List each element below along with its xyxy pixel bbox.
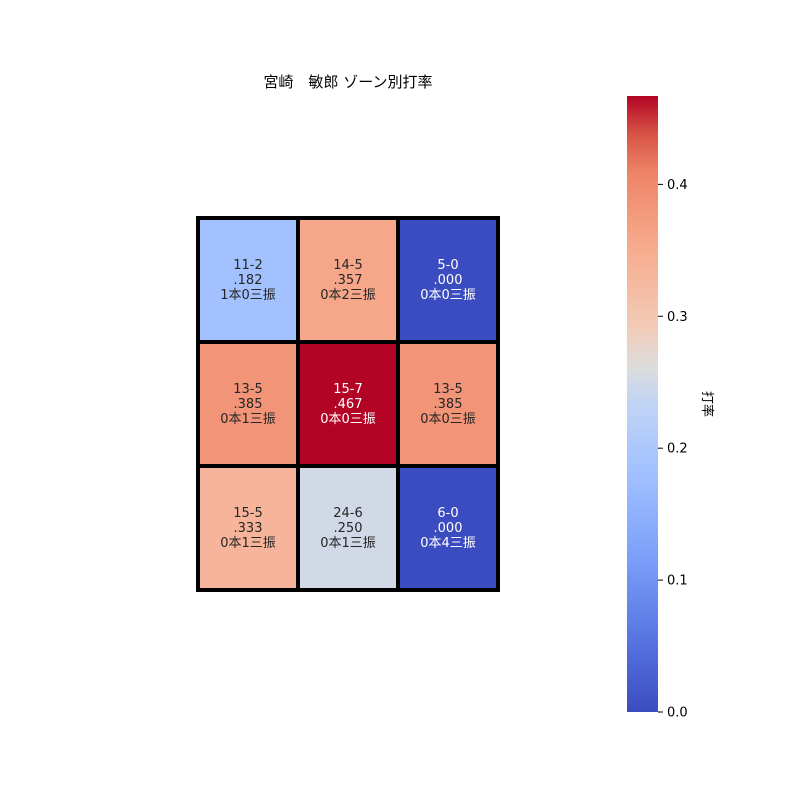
colorbar-tick-label: 0.1	[667, 574, 688, 589]
cell-record: 15-7	[333, 382, 363, 397]
heatmap-cell	[296, 464, 400, 592]
colorbar-ticks: 0.0 0.1 0.2 0.3 0.4	[658, 178, 688, 721]
cell-detail: 1本0三振	[220, 288, 276, 303]
chart-title: 宮崎 敏郎 ゾーン別打率	[263, 73, 432, 91]
colorbar-tick-label: 0.0	[667, 706, 688, 721]
heatmap-cell	[196, 216, 300, 344]
colorbar-tick-label: 0.4	[667, 178, 688, 193]
cell-avg: .333	[234, 521, 263, 536]
cell-record: 24-6	[333, 506, 363, 521]
colorbar-tick-label: 0.2	[667, 442, 688, 457]
cell-record: 6-0	[437, 506, 458, 521]
colorbar-tick-label: 0.3	[667, 310, 688, 325]
cell-record: 5-0	[437, 258, 458, 273]
cell-avg: .357	[334, 273, 363, 288]
colorbar-label: 打率	[699, 391, 715, 417]
cell-record: 13-5	[233, 382, 263, 397]
cell-avg: .250	[334, 521, 363, 536]
cell-detail: 0本2三振	[320, 288, 376, 303]
cell-avg: .385	[234, 397, 263, 412]
cell-detail: 0本4三振	[420, 536, 476, 551]
cell-detail: 0本1三振	[320, 536, 376, 551]
cell-record: 13-5	[433, 382, 463, 397]
cell-record: 11-2	[233, 258, 263, 273]
cell-record: 15-5	[233, 506, 263, 521]
colorbar-gradient	[627, 96, 658, 712]
cell-record: 14-5	[333, 258, 363, 273]
cell-avg: .467	[334, 397, 363, 412]
cell-detail: 0本0三振	[320, 412, 376, 427]
cell-avg: .385	[434, 397, 463, 412]
heatmap-cell	[396, 340, 500, 468]
cell-avg: .000	[434, 521, 463, 536]
colorbar: 0.0 0.1 0.2 0.3 0.4 打率	[627, 96, 715, 721]
heatmap-cell	[196, 464, 300, 592]
cell-detail: 0本1三振	[220, 536, 276, 551]
heatmap-cells: 11-2.1821本0三振14-5.3570本2三振5-0.0000本0三振13…	[196, 216, 500, 592]
heatmap-cell	[396, 464, 500, 592]
cell-detail: 0本1三振	[220, 412, 276, 427]
cell-detail: 0本0三振	[420, 288, 476, 303]
cell-avg: .000	[434, 273, 463, 288]
cell-avg: .182	[234, 273, 263, 288]
cell-detail: 0本0三振	[420, 412, 476, 427]
